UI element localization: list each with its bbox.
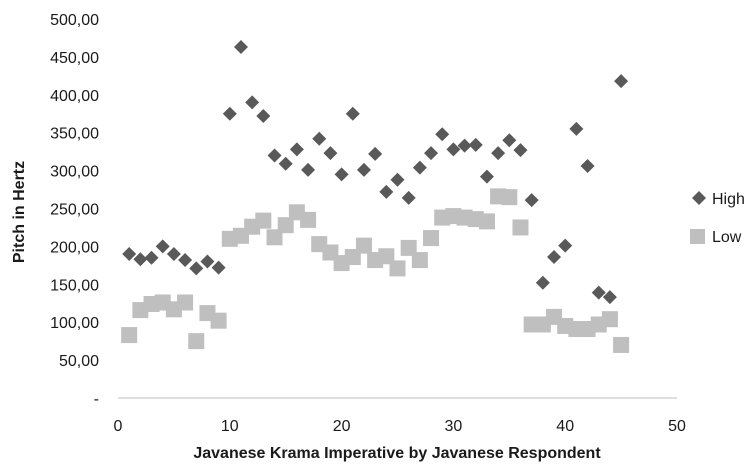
data-point-high — [513, 143, 528, 158]
x-tick-label: 10 — [221, 418, 239, 435]
data-point-high — [166, 246, 181, 261]
data-point-high — [233, 40, 248, 55]
data-point-high — [379, 184, 394, 199]
data-point-high — [312, 131, 327, 146]
data-point-high — [524, 193, 539, 208]
data-point-high — [189, 261, 204, 276]
data-point-high — [356, 162, 371, 177]
data-point-high — [468, 137, 483, 152]
y-tick-label: 500,00 — [50, 12, 99, 29]
data-point-high — [491, 146, 506, 161]
y-tick-label: - — [94, 391, 99, 408]
data-point-high — [122, 246, 137, 261]
data-point-low — [423, 230, 440, 247]
x-tick-label: 50 — [668, 418, 686, 435]
x-axis-ticks: 0 10 20 30 40 50 — [114, 418, 686, 435]
y-tick-label: 250,00 — [50, 202, 99, 219]
y-tick-label: 300,00 — [50, 164, 99, 181]
data-point-high — [602, 290, 617, 305]
y-tick-label: 50,00 — [59, 353, 99, 370]
plot-area — [118, 40, 677, 399]
x-tick-label: 0 — [114, 418, 123, 435]
data-point-high — [558, 238, 573, 253]
x-axis-title: Javanese Krama Imperative by Javanese Re… — [193, 445, 601, 462]
data-point-high — [144, 250, 159, 265]
data-point-high — [222, 106, 237, 121]
data-point-low — [255, 212, 272, 229]
data-point-high — [278, 156, 293, 171]
legend-low-marker-icon — [690, 229, 705, 244]
legend-high-marker-icon — [692, 191, 706, 205]
data-point-high — [614, 74, 629, 89]
data-point-low — [121, 327, 138, 344]
x-tick-label: 20 — [333, 418, 351, 435]
data-point-high — [368, 146, 383, 161]
data-point-high — [569, 121, 584, 136]
data-point-high — [289, 142, 304, 157]
data-point-low — [355, 237, 372, 254]
data-point-high — [178, 253, 193, 268]
data-point-low — [501, 189, 518, 206]
data-point-high — [446, 142, 461, 157]
data-point-high — [133, 252, 148, 267]
data-point-high — [267, 148, 282, 163]
data-point-low — [478, 213, 495, 230]
data-point-high — [535, 275, 550, 290]
data-point-high — [390, 172, 405, 187]
y-axis-title: Pitch in Hertz — [11, 161, 28, 263]
legend-low-label: Low — [712, 229, 742, 246]
data-point-high — [211, 260, 226, 275]
data-point-high — [334, 167, 349, 182]
legend-item-high: High — [692, 191, 745, 208]
data-point-high — [256, 109, 271, 124]
y-tick-label: 400,00 — [50, 88, 99, 105]
data-point-high — [591, 285, 606, 300]
data-point-low — [512, 219, 529, 236]
data-point-high — [435, 127, 450, 142]
data-point-low — [613, 336, 630, 353]
data-point-low — [378, 248, 395, 265]
x-tick-label: 40 — [556, 418, 574, 435]
data-point-low — [389, 260, 406, 277]
data-point-high — [200, 254, 215, 269]
data-point-high — [502, 133, 517, 148]
data-point-low — [277, 217, 294, 234]
legend-high-label: High — [712, 191, 745, 208]
legend: High Low — [690, 191, 745, 246]
data-point-high — [479, 169, 494, 184]
data-point-low — [177, 294, 194, 311]
data-point-high — [457, 138, 472, 153]
data-point-high — [155, 239, 170, 254]
data-point-high — [323, 146, 338, 161]
data-point-low — [266, 229, 283, 246]
data-point-high — [301, 162, 316, 177]
data-point-high — [345, 106, 360, 121]
x-tick-label: 30 — [445, 418, 463, 435]
y-tick-label: 200,00 — [50, 239, 99, 256]
series-low — [121, 188, 630, 353]
data-point-low — [411, 252, 428, 269]
data-point-high — [424, 146, 439, 161]
data-point-low — [210, 312, 227, 329]
data-point-low — [400, 239, 417, 256]
data-point-high — [580, 159, 595, 174]
y-tick-label: 150,00 — [50, 277, 99, 294]
data-point-high — [401, 190, 416, 205]
data-point-high — [412, 160, 427, 175]
data-point-high — [245, 95, 260, 110]
data-point-low — [300, 211, 317, 228]
y-tick-label: 450,00 — [50, 50, 99, 67]
data-point-low — [601, 311, 618, 328]
legend-item-low: Low — [690, 229, 742, 246]
data-point-high — [547, 250, 562, 265]
y-tick-label: 100,00 — [50, 315, 99, 332]
series-high — [122, 40, 629, 305]
data-point-low — [188, 333, 205, 350]
y-tick-label: 350,00 — [50, 126, 99, 143]
y-axis-ticks: - 50,00 100,00 150,00 200,00 250,00 300,00 350,… — [50, 12, 99, 408]
